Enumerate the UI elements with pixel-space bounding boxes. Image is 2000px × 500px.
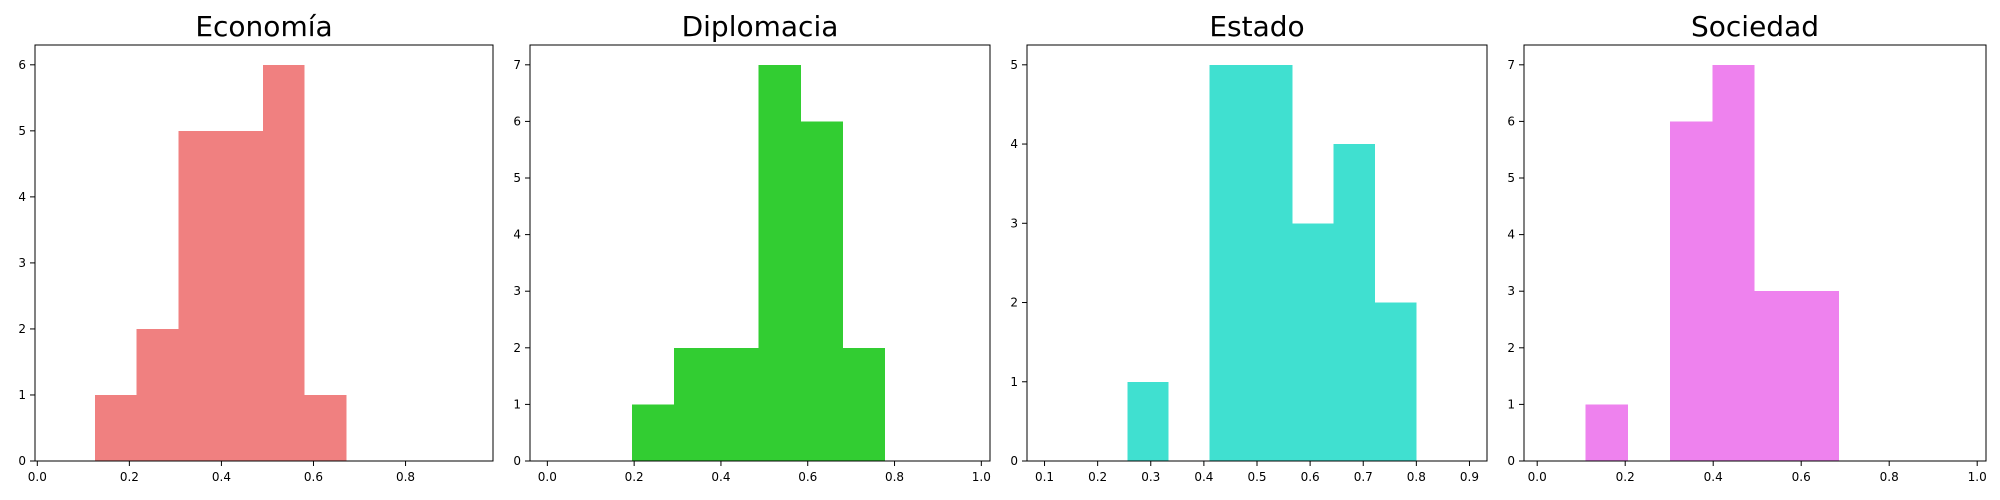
x-tick-label: 0.3 xyxy=(1141,470,1160,484)
y-tick-label: 5 xyxy=(18,124,26,138)
axes-frame xyxy=(529,44,991,462)
x-tick-label: 0.4 xyxy=(212,470,231,484)
histogram-bar xyxy=(1333,144,1375,462)
y-tick-label: 1 xyxy=(513,397,521,411)
axes-frame xyxy=(34,44,494,462)
histogram-bar xyxy=(758,64,801,462)
x-tick-label: 0.4 xyxy=(1704,470,1723,484)
histogram-bar xyxy=(304,394,347,461)
x-tick-label: 0.6 xyxy=(1792,470,1811,484)
histogram-bar xyxy=(1127,381,1169,461)
y-tick-label: 2 xyxy=(513,341,521,355)
y-tick-label: 4 xyxy=(1010,137,1018,151)
histogram-bar xyxy=(1209,64,1252,462)
x-tick-label: 0.4 xyxy=(1194,470,1213,484)
histogram-bar xyxy=(716,347,759,461)
y-tick-label: 1 xyxy=(1507,397,1515,411)
axes-frame xyxy=(1523,44,1987,462)
y-tick-label: 0 xyxy=(1507,454,1515,468)
x-tick-label: 0.6 xyxy=(798,470,817,484)
y-tick-label: 3 xyxy=(18,256,26,270)
histogram-bar xyxy=(220,130,263,462)
histogram-bar xyxy=(1292,223,1334,461)
histogram-bar xyxy=(1670,121,1713,461)
y-tick-label: 4 xyxy=(1507,228,1515,242)
y-tick-label: 3 xyxy=(1507,284,1515,298)
histogram-bar xyxy=(178,130,221,462)
x-tick-label: 0.2 xyxy=(120,470,139,484)
x-tick-label: 0.2 xyxy=(625,470,644,484)
x-tick-label: 0.8 xyxy=(396,470,415,484)
x-tick-label: 0.1 xyxy=(1035,470,1054,484)
x-tick-label: 0.8 xyxy=(885,470,904,484)
chart-title: Estado xyxy=(1209,10,1304,43)
y-tick-label: 4 xyxy=(18,190,26,204)
y-tick-label: 3 xyxy=(1010,216,1018,230)
y-tick-label: 2 xyxy=(18,322,26,336)
chart-panel-1: Economía 0.0 0.2 0.4 0.6 0.8 0 1 2 3 4 5 6 xyxy=(18,10,494,484)
y-tick-label: 1 xyxy=(1010,375,1018,389)
x-tick-label: 0.7 xyxy=(1354,470,1373,484)
chart-panel-2: Diplomacia 0.0 0.2 0.4 0.6 0.8 1.0 0 1 2 3 4 5 6 7 xyxy=(513,10,991,484)
y-tick-label: 5 xyxy=(513,171,521,185)
y-tick-label: 5 xyxy=(1507,171,1515,185)
x-tick-label: 0.9 xyxy=(1460,470,1479,484)
x-tick-label: 0.6 xyxy=(1301,470,1320,484)
histogram-bar xyxy=(1585,404,1628,461)
histogram-bar xyxy=(136,328,179,461)
x-tick-label: 0.8 xyxy=(1880,470,1899,484)
histogram-bar xyxy=(842,347,885,461)
x-tick-label: 0.0 xyxy=(28,470,47,484)
y-tick-label: 3 xyxy=(513,284,521,298)
histogram-bar xyxy=(1796,291,1840,461)
histogram-bar xyxy=(1374,302,1417,461)
y-tick-label: 7 xyxy=(513,58,521,72)
x-tick-label: 1.0 xyxy=(972,470,991,484)
histogram-bar xyxy=(800,121,843,461)
x-tick-label: 0.4 xyxy=(711,470,730,484)
y-tick-label: 0 xyxy=(18,454,26,468)
y-tick-label: 0 xyxy=(513,454,521,468)
histogram-bar xyxy=(94,394,137,461)
y-tick-label: 6 xyxy=(18,58,26,72)
y-tick-label: 4 xyxy=(513,228,521,242)
y-tick-label: 2 xyxy=(1010,296,1018,310)
y-tick-label: 2 xyxy=(1507,341,1515,355)
chart-panel-4: Sociedad 0.0 0.2 0.4 0.6 0.8 1.0 0 1 2 3 4 5 6 7 xyxy=(1507,10,1986,484)
x-tick-label: 0.8 xyxy=(1407,470,1426,484)
y-tick-label: 6 xyxy=(1507,114,1515,128)
y-tick-label: 1 xyxy=(18,388,26,402)
histogram-bar xyxy=(1754,291,1797,461)
x-tick-label: 0.6 xyxy=(304,470,323,484)
chart-panel-3: Estado 0.1 0.2 0.3 0.4 0.5 0.6 0.7 0.8 0.9 0 1 2 3 4 5 xyxy=(1010,10,1488,484)
y-tick-label: 7 xyxy=(1507,58,1515,72)
x-tick-label: 0.0 xyxy=(538,470,557,484)
x-tick-label: 0.5 xyxy=(1247,470,1266,484)
chart-title: Economía xyxy=(195,10,332,43)
x-tick-label: 0.2 xyxy=(1616,470,1635,484)
chart-title: Diplomacia xyxy=(682,10,839,43)
chart-title: Sociedad xyxy=(1691,10,1819,43)
histogram-bar xyxy=(262,64,305,462)
y-tick-label: 6 xyxy=(513,114,521,128)
x-tick-label: 1.0 xyxy=(1968,470,1987,484)
x-tick-label: 0.2 xyxy=(1088,470,1107,484)
histogram-bar xyxy=(1251,64,1293,462)
y-tick-label: 5 xyxy=(1010,58,1018,72)
histogram-bar xyxy=(674,347,717,461)
x-tick-label: 0.0 xyxy=(1528,470,1547,484)
y-tick-label: 0 xyxy=(1010,454,1018,468)
histogram-bar xyxy=(631,404,675,461)
histogram-bar xyxy=(1712,64,1755,462)
